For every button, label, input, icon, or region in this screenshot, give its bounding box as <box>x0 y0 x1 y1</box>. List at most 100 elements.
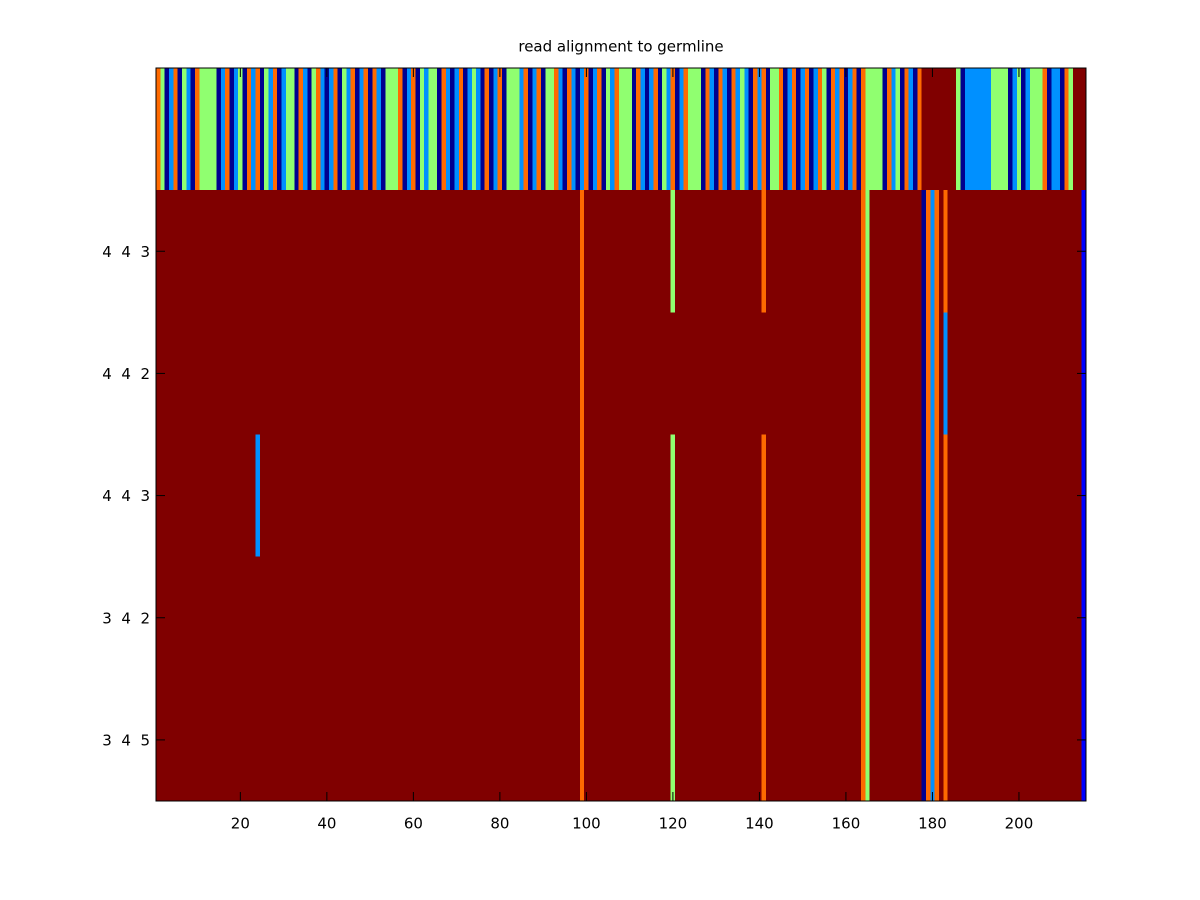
heatmap-cell <box>320 190 326 313</box>
heatmap-cell <box>346 556 352 680</box>
heatmap-cell <box>739 678 745 802</box>
heatmap-cell <box>1064 68 1070 191</box>
heatmap-cell <box>1055 68 1061 191</box>
heatmap-cell <box>761 312 767 435</box>
heatmap-cell <box>679 190 685 313</box>
heatmap-cell <box>917 678 923 802</box>
heatmap-cell <box>489 68 494 191</box>
heatmap-cell <box>281 556 287 680</box>
heatmap-cell <box>943 68 948 191</box>
heatmap-cell <box>575 312 581 435</box>
heatmap-cell <box>843 190 849 313</box>
heatmap-cell <box>441 556 447 680</box>
heatmap-cell <box>493 312 499 435</box>
heatmap-cell <box>1038 678 1044 802</box>
heatmap-cell <box>692 556 698 680</box>
heatmap-cell <box>657 678 663 802</box>
heatmap-cell <box>536 678 542 802</box>
heatmap-cell <box>783 190 788 313</box>
heatmap-cell <box>320 68 326 191</box>
heatmap-cell <box>921 68 927 191</box>
heatmap-cell <box>1064 678 1070 802</box>
heatmap-cell <box>367 678 373 802</box>
heatmap-cell <box>177 68 183 191</box>
heatmap-cell <box>631 678 637 802</box>
heatmap-cell <box>809 190 814 313</box>
heatmap-cell <box>255 190 261 313</box>
heatmap-cell <box>601 678 607 802</box>
heatmap-cell <box>921 434 927 558</box>
heatmap-cell <box>670 68 676 191</box>
heatmap-cell <box>1055 556 1061 680</box>
heatmap-cell <box>1042 68 1048 191</box>
heatmap-cell <box>212 190 217 313</box>
heatmap-cell <box>493 68 499 191</box>
heatmap-cell <box>173 678 179 802</box>
heatmap-cell <box>1042 678 1048 802</box>
heatmap-cell <box>164 434 170 558</box>
heatmap-cell <box>540 434 546 558</box>
heatmap-cell <box>251 556 256 680</box>
heatmap-cell <box>372 68 378 191</box>
heatmap-cell <box>393 312 399 435</box>
heatmap-cell <box>696 434 702 558</box>
heatmap-cell <box>839 190 845 313</box>
heatmap-cell <box>540 312 546 435</box>
heatmap-cell <box>908 68 914 191</box>
heatmap-cell <box>804 434 810 558</box>
heatmap-cell <box>406 312 412 435</box>
heatmap-cell <box>333 312 339 435</box>
heatmap-cell <box>458 556 464 680</box>
heatmap-cell <box>199 190 204 313</box>
heatmap-cell <box>350 556 356 680</box>
heatmap-cell <box>925 68 931 191</box>
heatmap-cell <box>173 434 179 558</box>
heatmap-cell <box>688 68 693 191</box>
heatmap-cell <box>986 678 992 802</box>
heatmap-cell <box>999 556 1005 680</box>
heatmap-cell <box>601 312 607 435</box>
heatmap-cell <box>666 678 672 802</box>
heatmap-cell <box>662 556 667 680</box>
heatmap-cell <box>233 190 239 313</box>
heatmap-cell <box>506 68 512 191</box>
heatmap-cell <box>398 556 403 680</box>
heatmap-cell <box>186 678 192 802</box>
heatmap-cell <box>701 190 706 313</box>
y-tick-label: 3 4 5 <box>102 731 150 749</box>
heatmap-cell <box>1051 434 1057 558</box>
heatmap-cell <box>891 556 897 680</box>
heatmap-cell <box>484 556 490 680</box>
heatmap-cell <box>809 556 814 680</box>
heatmap-cell <box>225 312 230 435</box>
heatmap-cell <box>800 556 806 680</box>
heatmap-cell <box>761 434 767 558</box>
heatmap-cell <box>640 434 646 558</box>
heatmap-cell <box>471 434 477 558</box>
heatmap-cell <box>346 678 352 802</box>
heatmap-cell <box>515 556 520 680</box>
heatmap-cell <box>588 190 594 313</box>
heatmap-cell <box>1025 678 1031 802</box>
heatmap-cell <box>497 556 503 680</box>
heatmap-cell <box>826 556 832 680</box>
heatmap-cell <box>363 556 369 680</box>
heatmap-cell <box>744 434 750 558</box>
heatmap-cell <box>164 190 170 313</box>
heatmap-cell <box>614 68 620 191</box>
heatmap-cell <box>207 678 213 802</box>
heatmap-cell <box>532 312 538 435</box>
heatmap-cell <box>1003 312 1009 435</box>
heatmap-cell <box>783 434 788 558</box>
heatmap-cell <box>242 556 248 680</box>
heatmap-cell <box>506 312 512 435</box>
heatmap-cell <box>653 312 659 435</box>
heatmap-cell <box>432 312 438 435</box>
heatmap-cell <box>316 556 321 680</box>
heatmap-cell <box>973 312 979 435</box>
heatmap-cell <box>385 556 390 680</box>
heatmap-cell <box>852 68 858 191</box>
heatmap-cell <box>220 556 226 680</box>
heatmap-cell <box>1012 190 1018 313</box>
heatmap-cell <box>977 434 983 558</box>
